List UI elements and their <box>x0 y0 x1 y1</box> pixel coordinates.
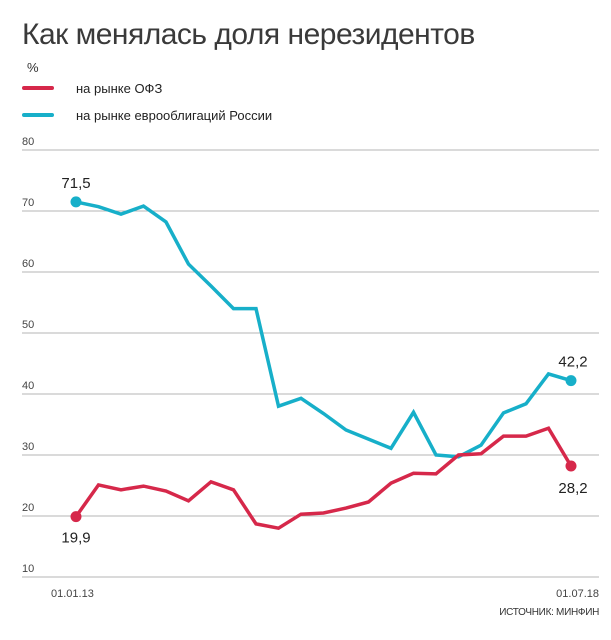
legend-label-euro: на рынке еврооблигаций России <box>76 107 273 123</box>
y-tick-label: 80 <box>22 136 34 148</box>
source-note: ИСТОЧНИК: МИНФИН <box>499 607 599 618</box>
data-labels: 71,5 42,2 19,9 28,2 <box>61 175 587 547</box>
legend-item-ofz: на рынке ОФЗ <box>22 79 162 97</box>
end-point-ofz <box>565 460 577 472</box>
y-tick-label: 40 <box>22 380 34 392</box>
y-axis-ticks: 80 70 60 50 40 30 20 10 <box>22 136 34 575</box>
legend-label-ofz: на рынке ОФЗ <box>76 80 163 96</box>
y-tick-label: 50 <box>22 319 34 331</box>
y-tick-label: 10 <box>22 563 34 575</box>
start-value-label-ofz: 19,9 <box>61 530 90 547</box>
unit-label: % <box>27 60 39 75</box>
end-point-euro <box>565 375 577 387</box>
legend-swatch-euro <box>22 113 54 117</box>
start-point-euro <box>70 196 82 208</box>
x-axis-ticks: 01.01.13 01.07.18 <box>51 588 599 600</box>
y-tick-label: 30 <box>22 441 34 453</box>
y-tick-label: 20 <box>22 502 34 514</box>
start-value-label-euro: 71,5 <box>61 175 90 192</box>
x-tick-label: 01.07.18 <box>556 588 599 600</box>
series-line-ofz <box>74 426 573 531</box>
end-value-label-euro: 42,2 <box>558 354 587 371</box>
y-tick-label: 70 <box>22 197 34 209</box>
chart-title: Как менялась доля нерезидентов <box>22 18 475 51</box>
x-tick-label: 01.01.13 <box>51 588 94 600</box>
y-tick-label: 60 <box>22 258 34 270</box>
end-value-label-ofz: 28,2 <box>558 480 587 497</box>
legend-item-euro: на рынке еврооблигаций России <box>22 106 272 124</box>
start-point-ofz <box>70 511 82 523</box>
series-lines <box>70 196 577 531</box>
series-line-euro <box>75 200 572 459</box>
legend-swatch-ofz <box>22 86 54 90</box>
grid <box>22 149 599 578</box>
